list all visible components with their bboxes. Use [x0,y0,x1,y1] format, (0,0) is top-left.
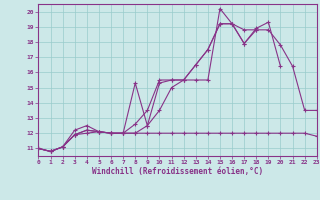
X-axis label: Windchill (Refroidissement éolien,°C): Windchill (Refroidissement éolien,°C) [92,167,263,176]
